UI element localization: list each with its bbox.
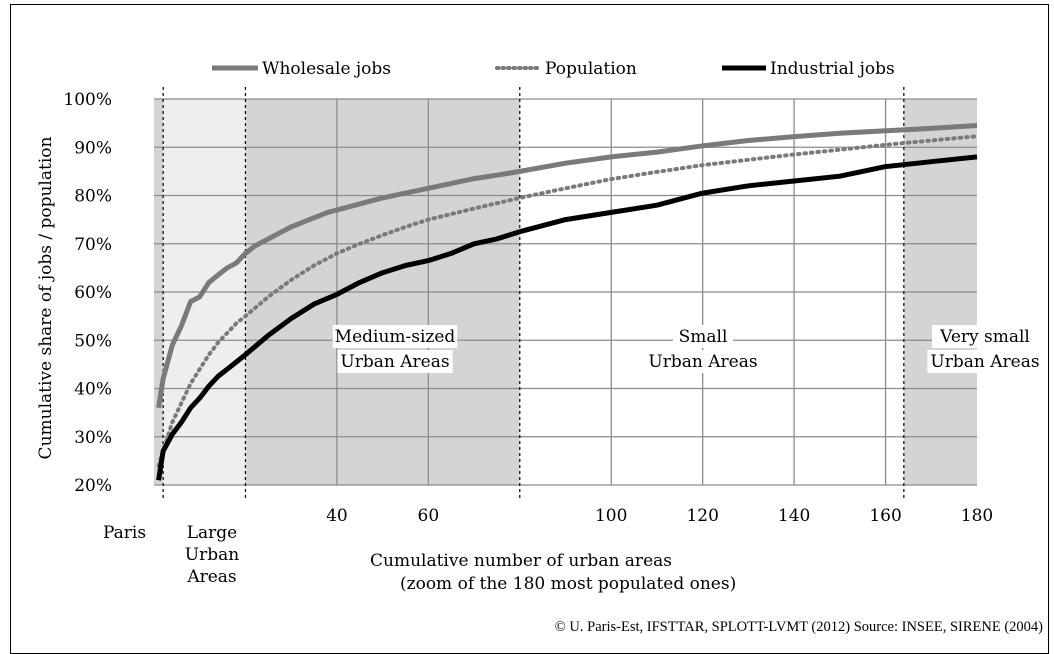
legend-label-wholesale: Wholesale jobs [262, 59, 391, 79]
x-tick-label: 60 [418, 506, 440, 526]
zone-label-background [332, 325, 458, 348]
zone-label: Urban Areas [340, 352, 449, 372]
legend: Wholesale jobs Population Industrial job… [212, 59, 895, 79]
labels-layer: 20% 30% 40% 50% 60% 70% 80% 90% 100% 40 60 100 120 14… [63, 90, 1043, 587]
x-tick-label: 100 [595, 506, 627, 526]
series-line-population [156, 134, 979, 468]
zone-label: Small [679, 327, 728, 347]
zone-label-background [927, 350, 1043, 373]
zone-label: Areas [186, 567, 236, 587]
zone-label: Urban Areas [648, 352, 757, 372]
zone-label: Medium-sized [335, 327, 456, 347]
series-layer [156, 123, 979, 481]
x-tick-label: 140 [778, 506, 810, 526]
zone-label: Very small [939, 327, 1030, 347]
y-tick-label: 80% [74, 187, 112, 207]
y-axis-label: Cumulative share of jobs / population [36, 137, 56, 460]
zone-label-background [337, 350, 453, 373]
x-tick-paris: Paris [103, 523, 146, 543]
zone-label: Large [187, 523, 238, 543]
legend-label-population: Population [545, 59, 637, 79]
y-tick-label: 60% [74, 283, 112, 303]
y-tick-label: 40% [74, 380, 112, 400]
zone-label-background [645, 350, 761, 373]
zone-label-background [932, 325, 1038, 348]
x-axis-label-line2: (zoom of the 180 most populated ones) [400, 574, 736, 594]
x-tick-label: 40 [326, 506, 348, 526]
x-tick-label: 180 [961, 506, 993, 526]
x-tick-label: 160 [869, 506, 901, 526]
credit-text: © U. Paris-Est, IFSTTAR, SPLOTT-LVMT (20… [555, 619, 1043, 635]
zone-label: Urban Areas [930, 352, 1039, 372]
y-tick-label: 90% [74, 138, 112, 158]
zone-label: Urban [185, 545, 239, 565]
legend-label-industrial: Industrial jobs [770, 59, 895, 79]
x-axis-label: Cumulative number of urban areas [370, 551, 672, 571]
y-tick-label: 70% [74, 235, 112, 255]
y-tick-label: 100% [63, 90, 112, 110]
zone-label-background [673, 325, 733, 348]
series-line-industrial-jobs [156, 154, 978, 481]
x-tick-label: 120 [686, 506, 718, 526]
y-tick-label: 20% [74, 476, 112, 496]
series-line-wholesale-jobs [156, 123, 978, 409]
y-tick-label: 30% [74, 428, 112, 448]
y-tick-label: 50% [74, 331, 112, 351]
